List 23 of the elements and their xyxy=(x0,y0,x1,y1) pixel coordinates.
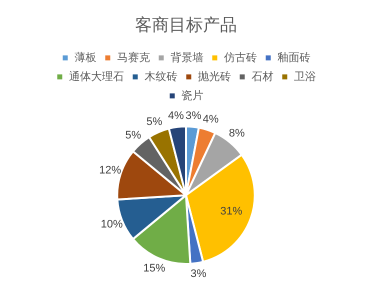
data-label: 3% xyxy=(190,268,207,280)
legend-label: 石材 xyxy=(251,70,274,83)
legend-label: 通体大理石 xyxy=(68,70,124,83)
legend-label: 卫浴 xyxy=(294,70,316,83)
data-label: 4% xyxy=(168,110,184,122)
data-label: 31% xyxy=(220,206,243,218)
legend-label: 木纹砖 xyxy=(144,70,178,83)
data-label: 10% xyxy=(100,218,124,231)
data-label: 5% xyxy=(146,116,162,128)
legend-label: 背景墙 xyxy=(170,50,204,64)
data-label: 8% xyxy=(228,128,246,140)
legend-label: 抛光砖 xyxy=(198,70,231,83)
legend-label: 薄板 xyxy=(74,50,96,64)
data-label: 3% xyxy=(186,110,202,122)
data-label: 15% xyxy=(143,262,166,274)
data-label: 12% xyxy=(99,164,122,177)
legend-label: 瓷片 xyxy=(181,88,204,102)
legend-label: 马赛克 xyxy=(116,50,150,64)
legend-label: 仿古砖 xyxy=(222,50,257,64)
chart-title: 客商目标产品 xyxy=(135,16,237,36)
legend-label: 釉面砖 xyxy=(277,50,310,64)
data-label: 4% xyxy=(202,113,219,126)
data-label: 5% xyxy=(125,129,142,142)
